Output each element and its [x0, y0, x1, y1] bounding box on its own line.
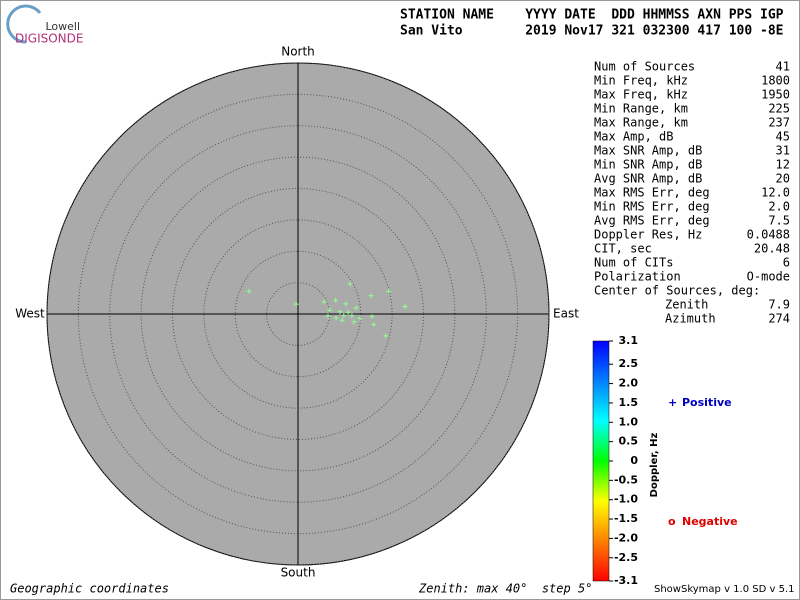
stat-label: Max RMS Err, deg [594, 186, 710, 200]
source-point [333, 315, 339, 321]
source-point [368, 293, 374, 299]
center-label: Center of Sources, deg: [594, 284, 760, 298]
source-point [371, 322, 377, 328]
direction-label: South [281, 566, 316, 580]
source-point [351, 319, 357, 325]
stat-value: 1800 [761, 74, 790, 88]
source-point [337, 309, 343, 315]
stat-label: Max Range, km [594, 116, 688, 130]
stat-label: Min Range, km [594, 102, 688, 116]
stat-label: Doppler Res, Hz [594, 228, 702, 242]
colorbar-tick-label: 1.0 [619, 415, 639, 428]
stat-label: Max Freq, kHz [594, 88, 688, 102]
stat-value: 0.0488 [747, 228, 790, 242]
stat-label: Avg SNR Amp, dB [594, 172, 702, 186]
direction-label: East [553, 307, 579, 321]
source-point [347, 281, 353, 287]
stat-label: Min SNR Amp, dB [594, 158, 702, 172]
footer-middle: Zenith: max 40° step 5° [418, 582, 592, 596]
source-point [349, 313, 355, 319]
source-point [325, 313, 331, 319]
stat-value: 20 [776, 172, 790, 186]
colorbar-tick-label: -1.0 [614, 493, 638, 506]
source-point [341, 313, 347, 319]
center-label: Azimuth [665, 312, 716, 326]
header-line: STATION NAME YYYY DATE DDD HHMMSS AXN PP… [400, 8, 784, 23]
source-point [293, 301, 299, 307]
center-label: Zenith [665, 298, 708, 312]
stat-value: 7.5 [768, 214, 790, 228]
header-line: San Vito 2019 Nov17 321 032300 417 100 -… [400, 24, 784, 39]
colorbar-tick-label: 2.0 [619, 377, 639, 390]
source-point [327, 307, 333, 313]
source-point [321, 299, 327, 305]
center-value: 7.9 [768, 298, 790, 312]
colorbar-tick-label: 0.5 [619, 435, 639, 448]
stat-label: Min RMS Err, deg [594, 200, 710, 214]
stat-value: 237 [768, 116, 790, 130]
stat-value: 41 [776, 60, 790, 74]
stat-label: Avg RMS Err, deg [594, 214, 710, 228]
stat-value: 225 [768, 102, 790, 116]
stat-value: 31 [776, 144, 790, 158]
source-point [353, 305, 359, 311]
colorbar-tick-label: -2.5 [614, 551, 638, 564]
source-point [345, 309, 351, 315]
center-value: 274 [768, 312, 790, 326]
stat-value: 45 [776, 130, 790, 144]
stat-label: Polarization [594, 270, 681, 284]
stat-label: CIT, sec [594, 242, 652, 256]
legend-label: Negative [682, 515, 738, 528]
source-point [357, 315, 363, 321]
colorbar [592, 340, 610, 582]
direction-label: North [281, 45, 315, 59]
stat-value: 6 [783, 256, 790, 270]
legend-label: Positive [682, 396, 732, 409]
source-point [339, 317, 345, 323]
stat-value: O-mode [747, 270, 790, 284]
colorbar-tick-label: 2.5 [619, 357, 639, 370]
stat-label: Max Amp, dB [594, 130, 673, 144]
stat-value: 1950 [761, 88, 790, 102]
source-point [246, 288, 252, 294]
colorbar-tick-label: -1.5 [614, 512, 638, 525]
stat-value: 12 [776, 158, 790, 172]
source-point [333, 297, 339, 303]
source-point [343, 301, 349, 307]
footer-right: ShowSkymap v 1.0 SD v 5.1 [654, 584, 794, 595]
logo-arc [6, 4, 42, 44]
stat-value: 2.0 [768, 200, 790, 214]
stat-label: Num of Sources [594, 60, 695, 74]
colorbar-title: Doppler, Hz [649, 433, 660, 498]
source-point [386, 288, 392, 294]
colorbar-tick-label: -3.1 [614, 574, 638, 587]
direction-label: West [15, 307, 45, 321]
legend-symbol: + [668, 396, 677, 409]
colorbar-tick-label: 1.5 [619, 396, 639, 409]
source-point [383, 333, 389, 339]
colorbar-tick-label: 3.1 [619, 334, 639, 347]
colorbar-tick-label: 0 [630, 454, 638, 467]
colorbar-tick-label: -0.5 [614, 473, 638, 486]
stat-value: 12.0 [761, 186, 790, 200]
footer-left: Geographic coordinates [10, 582, 169, 596]
stat-label: Max SNR Amp, dB [594, 144, 702, 158]
stat-label: Num of CITs [594, 256, 673, 270]
colorbar-tick-label: -2.0 [614, 531, 638, 544]
stat-value: 20.48 [754, 242, 790, 256]
logo-top: Lowell [45, 20, 80, 33]
logo-bottom: DIGISONDE [15, 32, 83, 46]
stat-label: Min Freq, kHz [594, 74, 688, 88]
source-point [369, 314, 375, 320]
legend-symbol: o [668, 515, 676, 528]
source-point [402, 304, 408, 310]
